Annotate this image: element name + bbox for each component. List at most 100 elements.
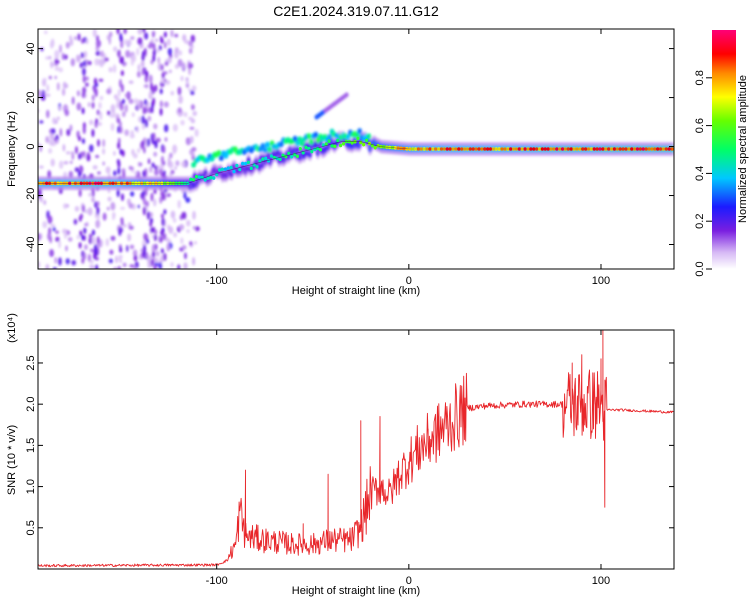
heatmap-cell bbox=[150, 38, 154, 44]
heatmap-cell bbox=[62, 144, 66, 152]
heatmap-cell bbox=[69, 160, 73, 164]
heatmap-cell bbox=[185, 197, 191, 203]
heatmap-cell bbox=[265, 141, 270, 148]
heatmap-cell bbox=[157, 57, 161, 64]
heatmap-cell bbox=[39, 120, 44, 124]
heatmap-cell bbox=[192, 210, 196, 220]
heatmap-cell bbox=[40, 94, 46, 101]
heatmap-cell bbox=[78, 153, 82, 160]
heatmap-cell bbox=[74, 205, 80, 212]
heatmap-cell bbox=[117, 167, 121, 175]
x-tick-label: -100 bbox=[206, 275, 228, 287]
heatmap-cell bbox=[333, 144, 337, 149]
heatmap-cell bbox=[39, 144, 43, 153]
x-tick-label: 0 bbox=[406, 275, 412, 287]
heatmap-cell bbox=[91, 94, 95, 102]
heatmap-cell bbox=[91, 197, 95, 203]
heatmap-cell bbox=[69, 35, 73, 42]
heatmap-cell bbox=[65, 151, 71, 155]
heatmap-cell bbox=[172, 123, 178, 132]
colorbar-tick-label: 0.0 bbox=[694, 261, 706, 276]
heatmap-cell bbox=[160, 82, 165, 86]
heatmap-cell bbox=[163, 209, 167, 215]
heatmap-cell bbox=[150, 259, 154, 267]
heatmap-cell bbox=[54, 66, 60, 71]
y-tick-label: -20 bbox=[25, 188, 37, 204]
heatmap-cell bbox=[174, 33, 179, 38]
heatmap-cell bbox=[160, 64, 164, 71]
x-tick-label: 0 bbox=[406, 575, 412, 587]
heatmap-cell bbox=[170, 262, 174, 268]
colorbar-tick-label: 0.4 bbox=[694, 166, 706, 181]
heatmap-cell bbox=[194, 226, 200, 232]
heatmap-cell bbox=[161, 72, 165, 79]
heatmap-cell bbox=[246, 160, 250, 165]
heatmap-cell bbox=[55, 236, 60, 242]
heatmap-cell bbox=[262, 147, 268, 154]
heatmap-cell bbox=[154, 257, 159, 264]
heatmap-cell bbox=[163, 124, 169, 133]
x-tick-label: 100 bbox=[592, 575, 610, 587]
heatmap-cell bbox=[99, 58, 104, 68]
heatmap-cell bbox=[164, 61, 169, 66]
heatmap-cell bbox=[160, 155, 164, 165]
heatmap-cell bbox=[177, 58, 183, 67]
heatmap-cell bbox=[54, 49, 60, 59]
heatmap-cell bbox=[299, 141, 305, 148]
heatmap-cell bbox=[76, 234, 80, 240]
y-tick-label: 20 bbox=[25, 91, 37, 103]
heatmap-cell bbox=[64, 109, 70, 117]
heatmap-cell bbox=[190, 118, 196, 124]
heatmap-cell bbox=[81, 257, 85, 264]
heatmap-cell bbox=[110, 104, 116, 113]
y-tick-label: 40 bbox=[25, 42, 37, 54]
colorbar-label: Normalized spectral amplitude bbox=[737, 75, 749, 223]
spectrogram-y-ticks: -40 -20 0 20 40 bbox=[25, 42, 674, 252]
heatmap-cell bbox=[145, 70, 149, 78]
snr-x-axis-label: Height of straight line (km) bbox=[292, 585, 420, 597]
heatmap-cell bbox=[45, 56, 50, 60]
heatmap-cell bbox=[58, 160, 64, 169]
heatmap-cell bbox=[152, 49, 156, 57]
heatmap-cell bbox=[132, 249, 138, 257]
heatmap-cell bbox=[298, 147, 302, 151]
heatmap-cell bbox=[141, 123, 145, 130]
heatmap-cell bbox=[124, 129, 130, 137]
heatmap-cell bbox=[84, 223, 89, 227]
heatmap-cell bbox=[102, 139, 106, 148]
heatmap-cell bbox=[160, 248, 164, 254]
heatmap-cell bbox=[95, 256, 99, 261]
heatmap-cell bbox=[123, 224, 127, 228]
colorbar-tick-label: 0.2 bbox=[694, 214, 706, 229]
heatmap-cell bbox=[136, 126, 139, 134]
heatmap-cell bbox=[191, 147, 197, 152]
heatmap-cell bbox=[180, 75, 184, 82]
heatmap-cell bbox=[89, 259, 94, 264]
heatmap-cell bbox=[93, 85, 97, 94]
heatmap-cell bbox=[142, 190, 146, 196]
heatmap-cell bbox=[123, 29, 127, 35]
heatmap-cell bbox=[362, 142, 366, 147]
heatmap-cell bbox=[49, 249, 55, 258]
heatmap-cell bbox=[170, 210, 176, 219]
heatmap-cell bbox=[38, 165, 44, 169]
y-tick-label: -40 bbox=[25, 237, 37, 253]
heatmap-cell bbox=[84, 76, 89, 81]
heatmap-cell bbox=[154, 165, 158, 171]
heatmap-cell bbox=[83, 227, 87, 234]
heatmap-cell bbox=[51, 128, 56, 135]
heatmap-cell bbox=[106, 206, 110, 211]
heatmap-cell bbox=[140, 60, 145, 68]
heatmap-cell bbox=[97, 122, 102, 127]
heatmap-cell bbox=[190, 90, 195, 96]
heatmap-cell bbox=[47, 215, 53, 225]
heatmap-cell bbox=[91, 101, 95, 109]
heatmap-cell bbox=[117, 89, 121, 97]
heatmap-cell bbox=[96, 206, 100, 216]
heatmap-cell bbox=[183, 262, 188, 269]
heatmap-cell bbox=[132, 152, 138, 159]
snr-y-ticks: 0.5 1.0 1.5 2.0 2.5 bbox=[25, 355, 674, 535]
heatmap-cell bbox=[121, 193, 125, 201]
heatmap-cell bbox=[154, 229, 158, 235]
heatmap-cell bbox=[89, 248, 94, 253]
